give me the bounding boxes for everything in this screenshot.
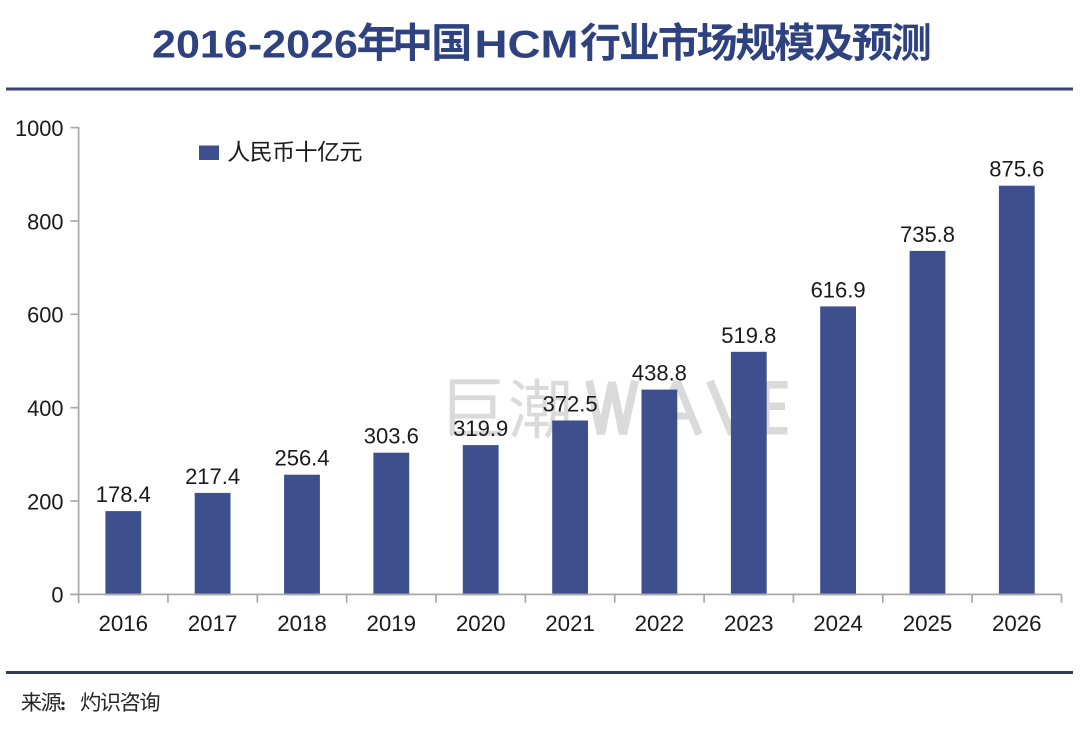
svg-text:2019: 2019	[366, 611, 416, 636]
svg-text:0: 0	[51, 583, 63, 608]
svg-text:400: 400	[27, 396, 63, 421]
svg-text:HCM: HCM	[475, 23, 579, 66]
svg-text:2024: 2024	[813, 611, 863, 636]
svg-text:2016-2026: 2016-2026	[152, 23, 358, 66]
svg-text:735.8: 735.8	[900, 222, 955, 247]
svg-text:372.5: 372.5	[543, 392, 598, 417]
svg-text:2022: 2022	[635, 611, 685, 636]
svg-text:200: 200	[27, 489, 63, 514]
svg-text:519.8: 519.8	[721, 323, 776, 348]
svg-text:2016: 2016	[98, 611, 148, 636]
svg-text:616.9: 616.9	[811, 277, 866, 302]
svg-text:2020: 2020	[456, 611, 506, 636]
svg-text:2023: 2023	[724, 611, 774, 636]
svg-text:2018: 2018	[277, 611, 327, 636]
svg-text:800: 800	[27, 209, 63, 234]
svg-text:2021: 2021	[545, 611, 595, 636]
svg-text:256.4: 256.4	[274, 446, 329, 471]
svg-text:303.6: 303.6	[364, 424, 419, 449]
svg-text:2026: 2026	[992, 611, 1042, 636]
svg-text:875.6: 875.6	[989, 157, 1044, 182]
svg-text:2025: 2025	[903, 611, 953, 636]
svg-text:600: 600	[27, 303, 63, 328]
svg-text:217.4: 217.4	[185, 464, 240, 489]
svg-text:438.8: 438.8	[632, 361, 687, 386]
svg-text:178.4: 178.4	[96, 482, 151, 507]
svg-text:2017: 2017	[188, 611, 238, 636]
svg-text:319.9: 319.9	[453, 416, 508, 441]
svg-text:1000: 1000	[15, 116, 64, 141]
